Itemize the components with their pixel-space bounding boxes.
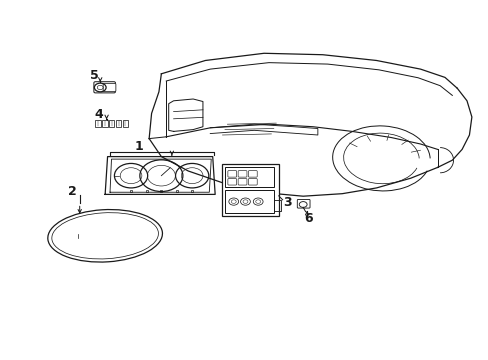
FancyBboxPatch shape xyxy=(103,84,116,91)
Bar xyxy=(95,120,101,127)
Ellipse shape xyxy=(52,213,158,259)
Bar xyxy=(224,167,273,187)
Bar xyxy=(116,120,121,127)
Text: 1: 1 xyxy=(135,140,143,153)
Bar xyxy=(222,164,278,216)
Bar xyxy=(109,120,114,127)
Text: 2: 2 xyxy=(68,185,77,198)
Text: 4: 4 xyxy=(94,108,103,121)
Bar xyxy=(122,120,128,127)
Ellipse shape xyxy=(48,210,162,262)
FancyBboxPatch shape xyxy=(227,171,236,177)
FancyBboxPatch shape xyxy=(227,179,236,185)
FancyBboxPatch shape xyxy=(94,82,115,93)
FancyBboxPatch shape xyxy=(238,179,246,185)
Bar xyxy=(102,120,107,127)
FancyBboxPatch shape xyxy=(238,171,246,177)
Text: 6: 6 xyxy=(303,212,312,225)
FancyBboxPatch shape xyxy=(248,179,257,185)
FancyBboxPatch shape xyxy=(297,199,309,208)
Text: 3: 3 xyxy=(282,196,291,209)
Bar xyxy=(224,190,273,213)
Text: 5: 5 xyxy=(89,69,98,82)
FancyBboxPatch shape xyxy=(248,171,257,177)
